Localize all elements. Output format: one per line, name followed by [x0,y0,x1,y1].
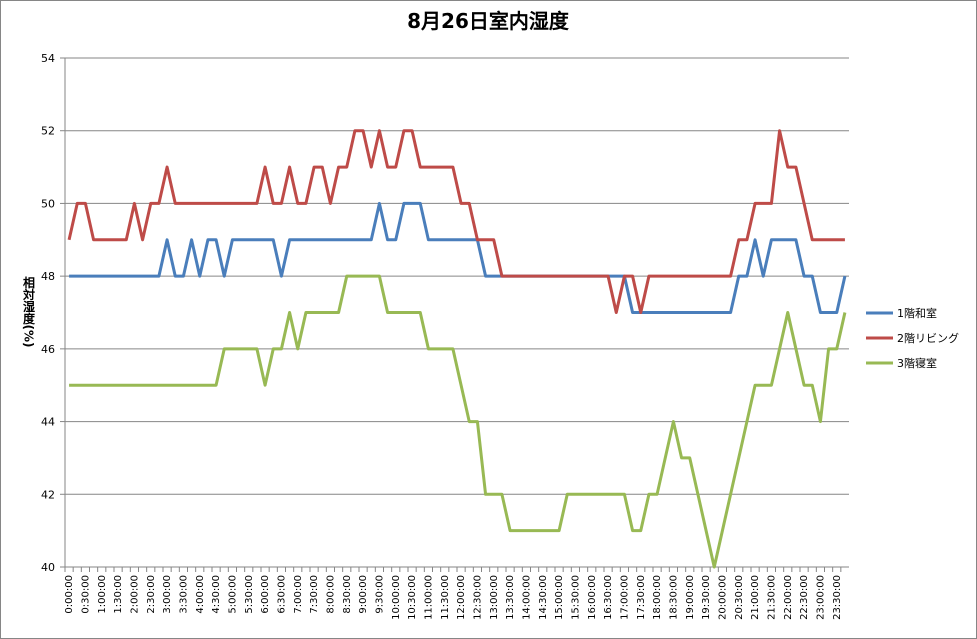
x-tick-label: 12:30:00 [472,575,483,620]
x-tick-label: 15:30:00 [570,575,581,620]
legend-label: 1階和室 [897,306,937,320]
x-tick-label: 0:30:00 [80,575,91,614]
x-tick-label: 4:30:00 [211,575,222,614]
x-tick-label: 1:00:00 [97,575,108,614]
x-tick-label: 17:30:00 [636,575,647,620]
y-tick-label: 52 [41,125,55,138]
x-tick-label: 21:30:00 [766,575,777,620]
x-tick-label: 9:30:00 [374,575,385,614]
x-tick-label: 20:30:00 [734,575,745,620]
x-tick-label: 5:00:00 [227,575,238,614]
x-tick-label: 9:00:00 [358,575,369,614]
x-tick-label: 20:00:00 [717,575,728,620]
chart-title: 8月26日室内湿度 [407,9,570,33]
y-tick-label: 54 [41,52,55,65]
x-tick-label: 18:30:00 [668,575,679,620]
y-tick-label: 50 [41,197,55,210]
x-tick-label: 15:00:00 [554,575,565,620]
x-tick-label: 16:00:00 [587,575,598,620]
x-tick-label: 11:30:00 [440,575,451,620]
y-tick-label: 46 [41,343,55,356]
x-tick-label: 12:00:00 [456,575,467,620]
x-tick-label: 18:00:00 [652,575,663,620]
x-tick-label: 21:00:00 [750,575,761,620]
x-tick-label: 8:00:00 [325,575,336,614]
x-tick-label: 22:30:00 [799,575,810,620]
x-tick-label: 14:00:00 [521,575,532,620]
x-tick-label: 11:00:00 [423,575,434,620]
x-tick-label: 10:00:00 [391,575,402,620]
x-tick-label: 6:00:00 [260,575,271,614]
x-tick-label: 17:00:00 [619,575,630,620]
x-tick-label: 22:00:00 [783,575,794,620]
x-tick-label: 8:30:00 [342,575,353,614]
legend-label: 3階寝室 [897,356,937,370]
series-line [69,201,847,314]
x-tick-label: 7:00:00 [293,575,304,614]
x-tick-label: 0:00:00 [64,575,75,614]
x-tick-label: 19:00:00 [685,575,696,620]
x-tick-label: 5:30:00 [244,575,255,614]
series-line [67,129,845,314]
legend-label: 2階リビング [897,331,959,345]
x-tick-label: 2:30:00 [146,575,157,614]
y-tick-label: 40 [41,561,55,574]
x-tick-label: 10:30:00 [407,575,418,620]
x-tick-label: 23:30:00 [832,575,843,620]
x-tick-label: 19:30:00 [701,575,712,620]
x-tick-label: 16:30:00 [603,575,614,620]
y-tick-label: 48 [41,270,55,283]
x-tick-label: 3:30:00 [178,575,189,614]
x-tick-label: 6:30:00 [276,575,287,614]
x-tick-label: 13:30:00 [505,575,516,620]
x-tick-label: 14:30:00 [538,575,549,620]
x-tick-label: 3:00:00 [162,575,173,614]
y-axis-label: 相対湿度(%) [22,275,36,347]
y-tick-label: 42 [41,488,55,501]
x-tick-label: 23:00:00 [815,575,826,620]
y-tick-label: 44 [41,416,55,429]
series-line [69,274,847,569]
x-tick-label: 2:00:00 [129,575,140,614]
x-tick-label: 7:30:00 [309,575,320,614]
x-tick-label: 4:00:00 [195,575,206,614]
x-tick-label: 1:30:00 [113,575,124,614]
x-tick-label: 13:00:00 [489,575,500,620]
